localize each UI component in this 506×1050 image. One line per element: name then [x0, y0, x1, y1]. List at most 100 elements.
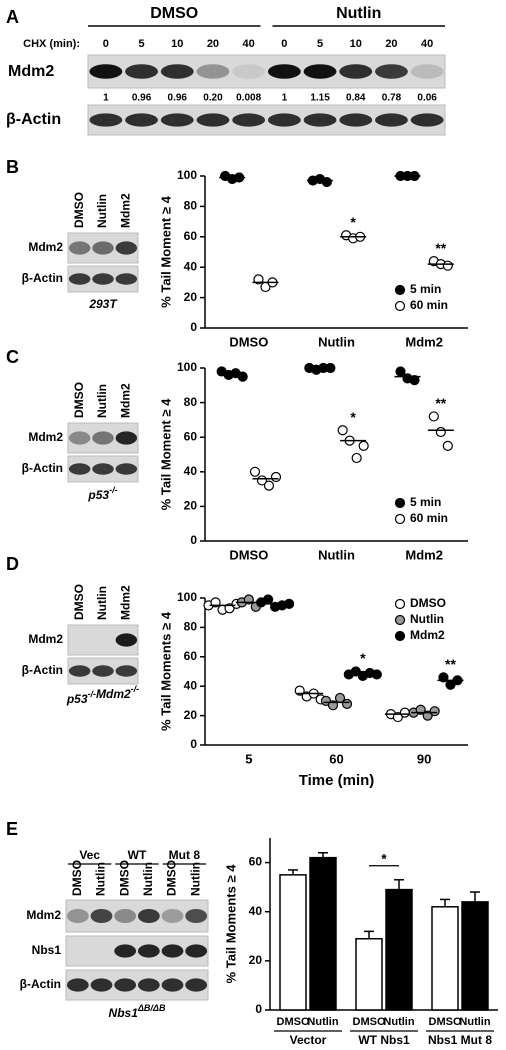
blot-band — [232, 113, 266, 127]
bar — [385, 888, 413, 1011]
significance: * — [360, 650, 366, 666]
y-tick-label: 0 — [190, 533, 197, 547]
lane-label: 20 — [207, 38, 219, 50]
blot-band — [68, 665, 91, 677]
blot-band — [66, 978, 89, 992]
row-label: β-Actin — [20, 977, 61, 991]
legend-label: Mdm2 — [410, 628, 445, 642]
y-tick-label: 80 — [184, 620, 198, 634]
x-tick-label: Nutlin — [318, 334, 355, 349]
blot-band — [161, 944, 184, 958]
bar-label: Nutlin — [383, 1016, 414, 1028]
data-point — [442, 440, 453, 451]
y-tick-label: 40 — [184, 678, 198, 692]
lane-label: DMSO — [72, 382, 86, 418]
y-tick-label: 40 — [249, 904, 263, 918]
legend-label: Nutlin — [410, 612, 444, 626]
x-axis-title: Time (min) — [299, 772, 375, 789]
blot-band — [92, 665, 114, 677]
x-tick-label: 5 — [245, 751, 252, 766]
data-point — [341, 698, 353, 709]
blot-band — [90, 978, 113, 992]
lane-label: 10 — [350, 38, 362, 50]
blot-band — [161, 908, 184, 924]
bar — [461, 901, 489, 1011]
y-tick-label: 0 — [190, 320, 197, 334]
blot-band — [410, 113, 444, 127]
bar-label: Nutlin — [459, 1016, 490, 1028]
row-label: β-Actin — [6, 111, 61, 128]
x-tick-label: DMSO — [229, 547, 268, 562]
y-tick-label: 60 — [184, 429, 198, 443]
x-tick-label: Nutlin — [318, 547, 355, 562]
y-axis-title: % Tail Moments ≥ 4 — [158, 611, 173, 731]
cell-line-name: Nbs1 — [109, 1006, 139, 1020]
blot-band — [161, 978, 184, 992]
significance: ** — [435, 395, 446, 411]
lane-label: Nutlin — [188, 862, 202, 896]
lane-label: DMSO — [165, 860, 179, 896]
blot-image — [67, 657, 139, 685]
blot-band — [267, 113, 301, 127]
y-tick-label: 60 — [184, 229, 198, 243]
data-point — [399, 707, 410, 718]
blot-band — [185, 978, 208, 992]
data-point — [270, 471, 282, 483]
blot-band — [68, 241, 91, 255]
significance: * — [350, 214, 356, 230]
significance: ** — [435, 240, 446, 256]
blot-image — [65, 935, 209, 967]
lane-label: 10 — [171, 38, 183, 50]
condition-label: CHX (min): — [23, 38, 80, 50]
blot-band — [160, 113, 194, 127]
cell-line-name: 293T — [88, 297, 118, 311]
blot-band — [89, 64, 123, 79]
y-tick-label: 100 — [177, 590, 197, 604]
data-point — [409, 375, 420, 386]
lane-label: Nutlin — [94, 862, 108, 896]
blot-band — [115, 273, 138, 285]
lane-label: 20 — [385, 38, 397, 50]
x-tick-label: Mdm2 — [405, 334, 443, 349]
blot-band — [92, 241, 114, 255]
quantification: 0.96 — [168, 93, 188, 104]
lane-label: 40 — [243, 38, 255, 50]
y-tick-label: 40 — [184, 464, 198, 478]
data-point — [321, 176, 332, 188]
bar-label: DMSO — [353, 1016, 386, 1028]
blot-band — [196, 113, 230, 127]
y-tick-label: 100 — [177, 360, 197, 374]
x-tick-label: WT Nbs1 — [358, 1033, 410, 1047]
legend-label: 5 min — [410, 495, 441, 509]
row-label: Mdm2 — [28, 632, 63, 646]
blot-background — [65, 935, 209, 967]
panel-label: E — [6, 819, 18, 839]
bar — [309, 856, 337, 1011]
legend-marker — [394, 598, 406, 610]
bar-label: DMSO — [429, 1016, 462, 1028]
y-tick-label: 80 — [184, 199, 198, 213]
lane-label: 0 — [281, 38, 287, 50]
blot-band — [303, 64, 337, 79]
blot-band — [92, 431, 114, 445]
cell-line: 293T — [88, 297, 118, 311]
blot-band — [114, 908, 137, 924]
bar — [355, 937, 383, 1011]
y-tick-label: 80 — [184, 395, 198, 409]
blot-band — [68, 273, 91, 285]
group-label: Mut 8 — [169, 848, 201, 862]
blot-band — [410, 64, 444, 79]
blot-band — [185, 944, 208, 958]
blot-background — [65, 899, 209, 933]
panel-label: C — [6, 347, 19, 367]
bar — [431, 906, 459, 1011]
blot-band — [125, 113, 158, 127]
group-label: Nutlin — [336, 5, 381, 22]
blot-band — [89, 113, 123, 127]
blot-band — [66, 908, 89, 924]
blot-band — [90, 908, 113, 924]
lane-label: Nutlin — [95, 586, 109, 620]
x-tick-label: 60 — [329, 751, 343, 766]
y-tick-label: 20 — [184, 708, 198, 722]
